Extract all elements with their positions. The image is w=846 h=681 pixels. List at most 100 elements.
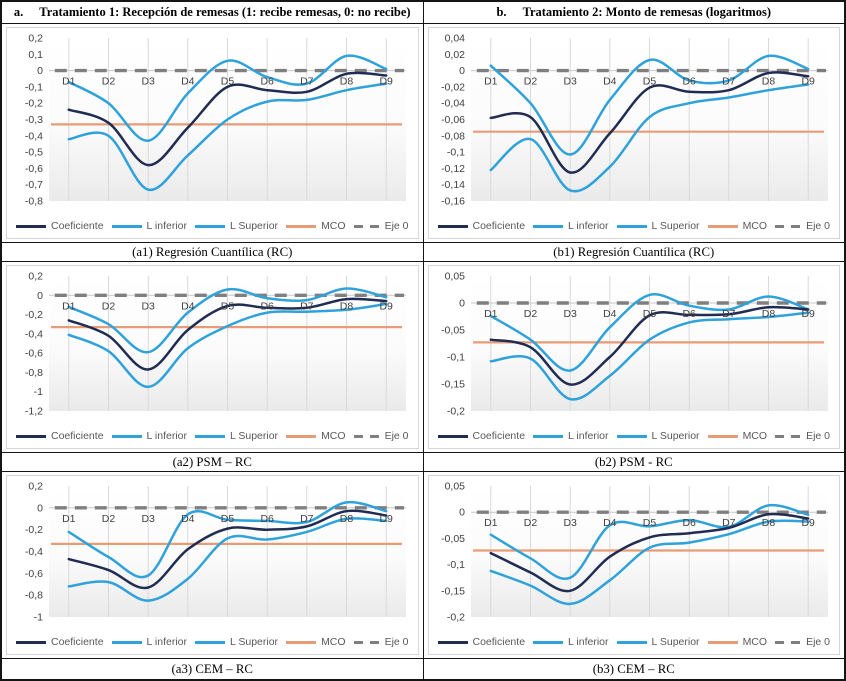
series-l-inferior [489, 311, 809, 401]
legend-item-l-superior: L Superior [616, 636, 700, 648]
legend-line-swatch [616, 434, 647, 438]
x-tick-label: D8 [340, 76, 354, 88]
legend-label: Eje 0 [806, 636, 830, 648]
x-tick-label: D7 [300, 513, 314, 525]
x-tick-label: D9 [379, 513, 393, 525]
legend-item-eje-0: Eje 0 [775, 220, 830, 232]
chart-canvas-b2: 0,05 0 -0,05 -0,1 -0,15 -0,2 D1 D2 D3 D4 D5 D6 D7 D8 D… [441, 271, 828, 418]
chart-legend-b1: Coeficiente L inferior L Superior MCO Eje 0 [429, 214, 840, 238]
chart-cell-b2: 0,05 0 -0,05 -0,1 -0,15 -0,2 D1 D2 D3 D4 D5 D6 D7 D8 D… [423, 262, 844, 452]
chart-canvas-a1: 0,2 0,1 0 -0,1 -0,2 -0,3 -0,4 -0,5 -0,6 -0,7 -0,8 D… [25, 33, 406, 208]
chart-a1: 0,2 0,1 0 -0,1 -0,2 -0,3 -0,4 -0,5 -0,6 -0,7 -0,8 D… [6, 27, 419, 239]
y-tick-label: -0,8 [25, 196, 43, 208]
chart-cell-a1: 0,2 0,1 0 -0,1 -0,2 -0,3 -0,4 -0,5 -0,6 -0,7 -0,8 D… [2, 24, 423, 242]
x-tick-label: D1 [484, 308, 498, 320]
legend-line-swatch [533, 434, 564, 438]
x-tick-label: D2 [523, 76, 537, 88]
y-tick-label: 0 [37, 65, 43, 77]
y-tick-label: -0,16 [441, 196, 465, 208]
y-tick-label: -0,2 [25, 98, 43, 110]
legend-line-swatch [16, 640, 46, 644]
legend-line-swatch [195, 224, 225, 228]
legend-label: Coeficiente [472, 636, 526, 648]
legend-label: MCO [321, 636, 346, 648]
legend-label: Eje 0 [384, 636, 409, 648]
legend-item-eje-0: Eje 0 [353, 220, 409, 232]
legend-line-swatch [616, 640, 647, 644]
legend-label: MCO [321, 220, 346, 232]
x-tick-label: D4 [603, 308, 617, 320]
legend-line-swatch [111, 640, 142, 644]
header-a-title: Tratamiento 1: Recepción de remesas (1: … [39, 5, 411, 19]
legend-item-l-superior: L Superior [195, 220, 278, 232]
legend-item-l-inferior: L inferior [533, 636, 609, 648]
legend-label: Coeficiente [51, 430, 104, 442]
chart-legend-a2: Coeficiente L inferior L Superior MCO Eje 0 [7, 424, 418, 448]
legend-line-swatch [616, 224, 647, 228]
x-tick-label: D3 [141, 76, 155, 88]
caption-b1: (b1) Regresión Cuantílica (RC) [423, 243, 844, 261]
y-tick-label: -0,4 [25, 546, 43, 558]
legend-label: MCO [742, 220, 768, 232]
legend-label: L Superior [651, 220, 700, 232]
x-tick-label: D9 [379, 300, 393, 312]
series-l-inferior [67, 82, 388, 191]
header-treatment-1: a. Tratamiento 1: Recepción de remesas (… [2, 2, 423, 23]
x-tick-label: D9 [801, 308, 815, 320]
x-tick-label: D5 [642, 308, 656, 320]
caption-b2: (b2) PSM - RC [423, 453, 844, 471]
legend-label: L inferior [568, 220, 609, 232]
y-tick-label: 0,02 [444, 49, 465, 61]
x-tick-label: D3 [563, 76, 577, 88]
y-tick-label: -1 [34, 612, 43, 624]
x-tick-label: D3 [563, 308, 577, 320]
legend-label: Eje 0 [806, 220, 830, 232]
legend-label: L Superior [230, 636, 279, 648]
legend-label: Eje 0 [384, 430, 409, 442]
x-tick-label: D7 [722, 308, 736, 320]
series-l-superior [489, 503, 809, 580]
legend-item-l-inferior: L inferior [111, 220, 187, 232]
caption-a3: (a3) CEM – RC [2, 659, 423, 679]
x-tick-label: D2 [102, 300, 116, 312]
series-l-superior [489, 292, 809, 372]
chart-cell-b3: 0,05 0 -0,05 -0,1 -0,15 -0,2 D1 D2 D3 D4 D5 D6 D7 D8 D… [423, 472, 844, 658]
legend-item-eje-0: Eje 0 [775, 430, 830, 442]
legend-dash-swatch [775, 640, 802, 644]
chart-b3: 0,05 0 -0,05 -0,1 -0,15 -0,2 D1 D2 D3 D4 D5 D6 D7 D8 D… [427, 475, 840, 655]
x-tick-label: D3 [141, 513, 155, 525]
x-tick-label: D8 [340, 300, 354, 312]
legend-item-mco: MCO [707, 636, 767, 648]
x-tick-label: D5 [221, 76, 235, 88]
series-l-inferior [67, 302, 388, 389]
y-tick-label: -0,3 [25, 114, 43, 126]
series-l-inferior [489, 519, 809, 606]
legend-label: MCO [321, 430, 346, 442]
legend-label: Coeficiente [51, 636, 104, 648]
chart-b2: 0,05 0 -0,05 -0,1 -0,15 -0,2 D1 D2 D3 D4 D5 D6 D7 D8 D… [427, 265, 840, 449]
legend-dash-swatch [353, 434, 380, 438]
legend-label: L inferior [568, 636, 609, 648]
legend-line-swatch [16, 434, 46, 438]
x-tick-label: D1 [62, 76, 76, 88]
legend-item-l-inferior: L inferior [533, 220, 609, 232]
legend-line-swatch [195, 640, 225, 644]
legend-line-swatch [437, 640, 468, 644]
series-l-inferior [489, 83, 809, 193]
series-l-superior [67, 54, 388, 142]
x-tick-label: D6 [260, 513, 274, 525]
legend-dash-swatch [353, 640, 380, 644]
x-tick-label: D7 [300, 76, 314, 88]
chart-canvas-b3: 0,05 0 -0,05 -0,1 -0,15 -0,2 D1 D2 D3 D4 D5 D6 D7 D8 D… [441, 481, 828, 624]
y-tick-label: -0,02 [441, 81, 465, 93]
series-l-superior [67, 500, 388, 579]
chart-legend-a3: Coeficiente L inferior L Superior MCO Eje 0 [7, 630, 418, 654]
chart-canvas-b1: 0,04 0,02 0 -0,02 -0,04 -0,06 -0,08 -0,1 -0,12 -0… [441, 33, 828, 208]
y-tick-label: -0,6 [25, 163, 43, 175]
x-tick-label: D2 [523, 308, 537, 320]
y-tick-label: -0,06 [441, 114, 465, 126]
chart-b1: 0,04 0,02 0 -0,02 -0,04 -0,06 -0,08 -0,1 -0,12 -0… [427, 27, 840, 239]
chart-a2: 0,2 0 -0,2 -0,4 -0,6 -0,8 -1 -1,2 D1 D2 D3 D4 D5 D6 D7… [6, 265, 419, 449]
y-tick-label: 0,05 [444, 271, 465, 283]
